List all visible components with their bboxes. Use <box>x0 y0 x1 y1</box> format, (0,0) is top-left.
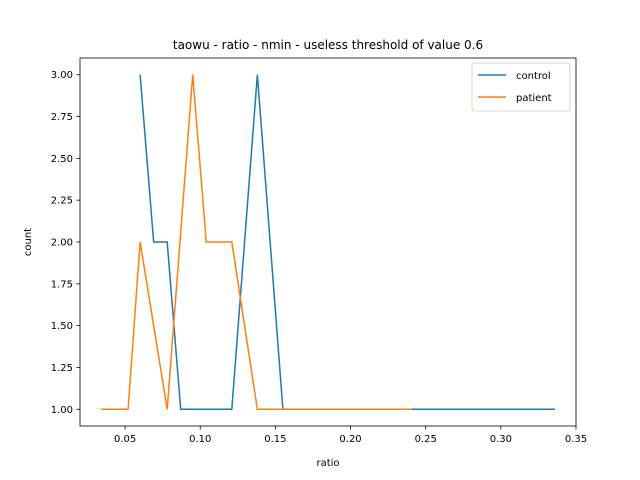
x-tick-label: 0.35 <box>565 434 587 445</box>
x-axis-label: ratio <box>316 458 339 469</box>
x-tick-label: 0.30 <box>490 434 512 445</box>
x-tick-label: 0.20 <box>339 434 361 445</box>
x-tick-label: 0.10 <box>189 434 211 445</box>
series-line-patient <box>101 74 413 411</box>
y-tick-label: 3.00 <box>51 70 73 81</box>
series-layer <box>101 74 555 411</box>
y-tick-label: 1.75 <box>51 279 73 290</box>
y-axis-label: count <box>23 228 34 256</box>
x-tick-label: 0.25 <box>415 434 437 445</box>
legend: control patient <box>471 62 571 112</box>
x-tick-label: 0.15 <box>264 434 286 445</box>
y-tick-label: 1.00 <box>51 405 73 416</box>
y-tick-label: 2.25 <box>51 196 73 207</box>
y-tick-label: 2.75 <box>51 112 73 123</box>
y-tick-label: 2.50 <box>51 154 73 165</box>
x-tick-label: 0.05 <box>114 434 136 445</box>
ticks-layer: 0.05 0.10 0.15 0.20 0.25 0.30 0.35 1.00 1.25 1.50… <box>51 70 587 445</box>
y-tick-label: 1.50 <box>51 321 73 332</box>
legend-label-control: control <box>516 71 551 82</box>
legend-label-patient: patient <box>516 93 552 104</box>
y-tick-label: 2.00 <box>51 238 73 249</box>
y-tick-label: 1.25 <box>51 363 73 374</box>
chart-title: taowu - ratio - nmin - useless threshold… <box>173 38 483 52</box>
